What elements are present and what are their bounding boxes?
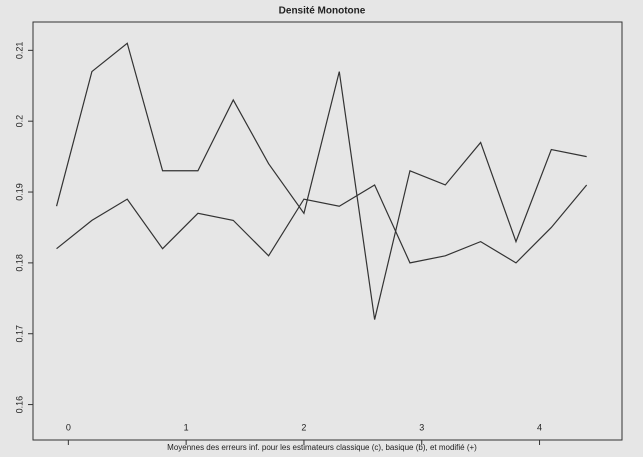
line (56, 184, 588, 264)
line (55, 42, 587, 320)
chart-title: Densité Monotone (279, 6, 366, 17)
x-tick-label: 4 (537, 422, 542, 432)
x-axis-label: Moyennes des erreurs inf. pour les estim… (167, 443, 477, 452)
plot-frame (32, 21, 623, 441)
y-tick-label: 0.17 (14, 325, 24, 343)
x-tick-label: 2 (301, 422, 306, 432)
y-tick-label: 0.2 (14, 115, 24, 128)
y-tick-label: 0.16 (14, 396, 24, 414)
y-tick-label: 0.18 (14, 254, 24, 272)
x-tick-label: 1 (184, 422, 189, 432)
y-tick-label: 0.21 (14, 42, 24, 60)
x-tick-label: 3 (419, 422, 424, 432)
x-tick-label: 0 (66, 422, 71, 432)
y-tick-label: 0.19 (14, 183, 24, 201)
